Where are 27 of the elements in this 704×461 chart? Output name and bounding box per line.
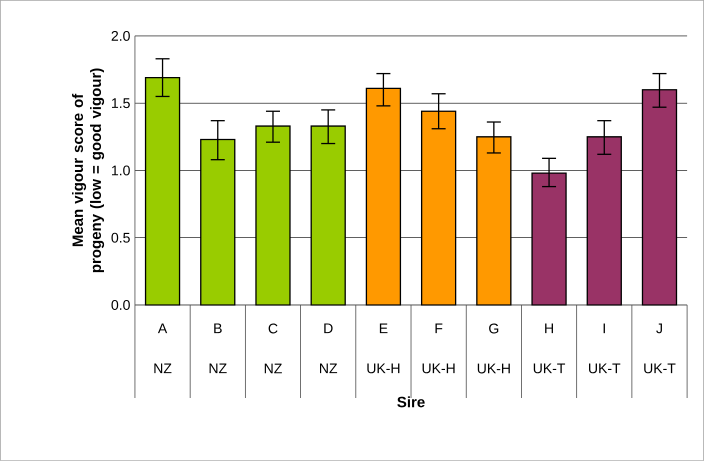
text: UK-H xyxy=(478,364,510,374)
x-tick-label: B xyxy=(214,324,222,334)
x-tick-label: A xyxy=(158,324,168,334)
text: NZ xyxy=(210,364,227,374)
text: UK-H xyxy=(367,364,400,374)
y-tick-label: 2.0 xyxy=(112,30,130,41)
y-tick-label: 0.0 xyxy=(111,300,130,310)
y-tick-label: 1.5 xyxy=(112,98,130,108)
y-tick-label: 1.0 xyxy=(112,166,130,176)
x-tick-label: G xyxy=(489,324,498,334)
text: UK-H xyxy=(422,364,455,374)
x-tick-label: D xyxy=(324,324,333,334)
text: UK-T xyxy=(589,364,620,374)
text: NZ xyxy=(320,364,338,374)
x-tick-label: C xyxy=(268,324,278,334)
text: UK-T xyxy=(534,364,566,374)
x-tick-label: H xyxy=(545,324,553,334)
x-tick-label: F xyxy=(435,324,442,334)
y-tick-label: 0.5 xyxy=(111,232,130,243)
text: UK-T xyxy=(644,364,676,374)
x-axis-title: Sire xyxy=(397,396,425,408)
x-tick-label: J xyxy=(656,324,662,334)
text: NZ xyxy=(154,364,172,374)
x-tick-label: E xyxy=(380,324,388,334)
x-tick-label: I xyxy=(604,324,605,334)
y-axis-title: Mean vigour score of progeny (low = good vigour) xyxy=(72,68,104,272)
text: NZ xyxy=(264,364,282,374)
